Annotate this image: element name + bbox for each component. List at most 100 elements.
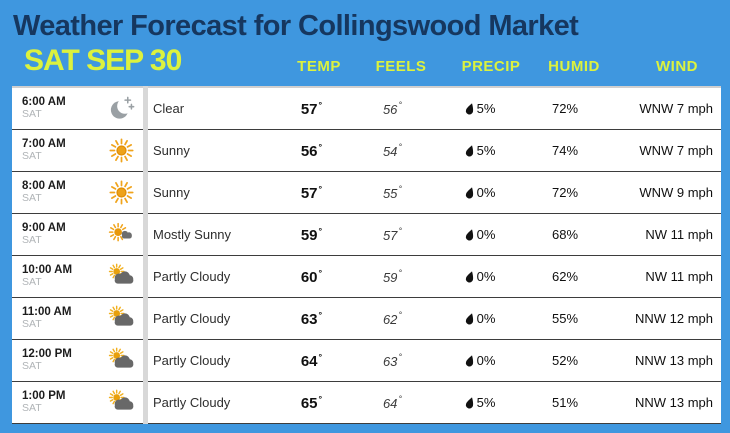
day-label: SAT xyxy=(22,108,42,121)
feels-value: 64° xyxy=(382,394,403,411)
raindrop-icon xyxy=(464,312,475,326)
humidity-value: 68% xyxy=(551,227,579,242)
humidity-value: 52% xyxy=(551,353,579,368)
time-cell: 12:00 PM SAT xyxy=(12,348,100,373)
day-label: SAT xyxy=(22,150,42,163)
precip-cell: 5% xyxy=(437,143,524,158)
forecast-row[interactable]: 6:00 AM SAT Clear 57° 56° 5% 72% WNW 7 m… xyxy=(12,88,721,130)
raindrop-icon xyxy=(464,186,475,200)
precip-cell: 5% xyxy=(437,101,524,116)
time-cell: 10:00 AM SAT xyxy=(12,264,100,289)
partly-cloudy-icon xyxy=(100,305,143,332)
sunny-icon xyxy=(100,137,143,164)
precip-cell: 0% xyxy=(437,185,524,200)
forecast-row[interactable]: 12:00 PM SAT Partly Cloudy 64° 63° 0% 52… xyxy=(12,340,721,382)
condition-label: Partly Cloudy xyxy=(153,311,231,326)
humidity-value: 72% xyxy=(551,185,579,200)
humidity-value: 72% xyxy=(551,101,579,116)
wind-value: NNW 13 mph xyxy=(634,395,713,410)
day-label: SAT xyxy=(22,192,42,205)
wind-value: NW 11 mph xyxy=(645,227,713,242)
forecast-row[interactable]: 8:00 AM SAT Sunny 57° 55° 0% 72% WNW 9 m… xyxy=(12,172,721,214)
time-cell: 1:00 PM SAT xyxy=(12,390,100,415)
temp-value: 64° xyxy=(300,351,323,370)
day-label: SAT xyxy=(22,276,42,289)
condition-label: Sunny xyxy=(153,143,190,158)
temp-value: 59° xyxy=(300,225,323,244)
forecast-row[interactable]: 7:00 AM SAT Sunny 56° 54° 5% 74% WNW 7 m… xyxy=(12,130,721,172)
precip-value: 5% xyxy=(476,101,496,116)
time-label: 6:00 AM xyxy=(22,96,66,109)
time-label: 1:00 PM xyxy=(22,390,66,403)
feels-value: 62° xyxy=(382,310,403,327)
wind-value: NW 11 mph xyxy=(645,269,713,284)
time-label: 7:00 AM xyxy=(22,138,66,151)
humidity-value: 51% xyxy=(551,395,579,410)
precip-cell: 5% xyxy=(437,395,524,410)
day-label: SAT xyxy=(22,360,42,373)
column-header-feels: FEELS xyxy=(375,58,427,75)
wind-value: NNW 12 mph xyxy=(634,311,713,326)
time-cell: 11:00 AM SAT xyxy=(12,306,100,331)
time-cell: 8:00 AM SAT xyxy=(12,180,100,205)
wind-value: NNW 13 mph xyxy=(634,353,713,368)
day-label: SAT xyxy=(22,318,42,331)
condition-label: Partly Cloudy xyxy=(153,395,231,410)
precip-value: 5% xyxy=(476,143,496,158)
time-label: 10:00 AM xyxy=(22,264,73,277)
clear-night-icon xyxy=(100,95,143,122)
column-header-precip: PRECIP xyxy=(461,58,521,75)
temp-value: 56° xyxy=(300,141,323,160)
page-title: Weather Forecast for Collingswood Market xyxy=(13,10,579,42)
forecast-row[interactable]: 9:00 AM SAT Mostly Sunny 59° 57° 0% 68% … xyxy=(12,214,721,256)
feels-value: 56° xyxy=(382,100,403,117)
sunny-icon xyxy=(100,179,143,206)
time-label: 9:00 AM xyxy=(22,222,66,235)
time-label: 8:00 AM xyxy=(22,180,66,193)
feels-value: 57° xyxy=(382,226,403,243)
forecast-row[interactable]: 10:00 AM SAT Partly Cloudy 60° 59° 0% 62… xyxy=(12,256,721,298)
raindrop-icon xyxy=(464,102,475,116)
condition-label: Partly Cloudy xyxy=(153,353,231,368)
precip-cell: 0% xyxy=(437,311,524,326)
precip-cell: 0% xyxy=(437,269,524,284)
raindrop-icon xyxy=(464,228,475,242)
raindrop-icon xyxy=(464,396,475,410)
precip-cell: 0% xyxy=(437,227,524,242)
condition-label: Clear xyxy=(153,101,185,116)
precip-value: 0% xyxy=(476,353,496,368)
mostly-sunny-icon xyxy=(100,221,143,248)
partly-cloudy-icon xyxy=(100,389,143,416)
humidity-value: 62% xyxy=(551,269,579,284)
partly-cloudy-icon xyxy=(100,263,143,290)
condition-label: Mostly Sunny xyxy=(153,227,232,242)
temp-value: 57° xyxy=(300,99,323,118)
precip-cell: 0% xyxy=(437,353,524,368)
condition-label: Sunny xyxy=(153,185,190,200)
wind-value: WNW 9 mph xyxy=(639,185,713,200)
humidity-value: 55% xyxy=(551,311,579,326)
temp-value: 60° xyxy=(300,267,323,286)
precip-value: 0% xyxy=(476,269,496,284)
raindrop-icon xyxy=(464,144,475,158)
raindrop-icon xyxy=(464,354,475,368)
forecast-row[interactable]: 1:00 PM SAT Partly Cloudy 65° 64° 5% 51%… xyxy=(12,382,721,424)
temp-value: 63° xyxy=(300,309,323,328)
humidity-value: 74% xyxy=(551,143,579,158)
time-cell: 6:00 AM SAT xyxy=(12,96,100,121)
time-cell: 7:00 AM SAT xyxy=(12,138,100,163)
day-label: SAT xyxy=(22,234,42,247)
column-header-humid: HUMID xyxy=(548,58,600,75)
feels-value: 63° xyxy=(382,352,403,369)
time-cell: 9:00 AM SAT xyxy=(12,222,100,247)
raindrop-icon xyxy=(464,270,475,284)
wind-value: WNW 7 mph xyxy=(639,143,713,158)
day-label: SAT xyxy=(22,402,42,415)
wind-value: WNW 7 mph xyxy=(639,101,713,116)
forecast-row[interactable]: 11:00 AM SAT Partly Cloudy 63° 62° 0% 55… xyxy=(12,298,721,340)
temp-value: 65° xyxy=(300,393,323,412)
feels-value: 54° xyxy=(382,142,403,159)
precip-value: 5% xyxy=(476,395,496,410)
column-header-temp: TEMP xyxy=(297,58,341,75)
